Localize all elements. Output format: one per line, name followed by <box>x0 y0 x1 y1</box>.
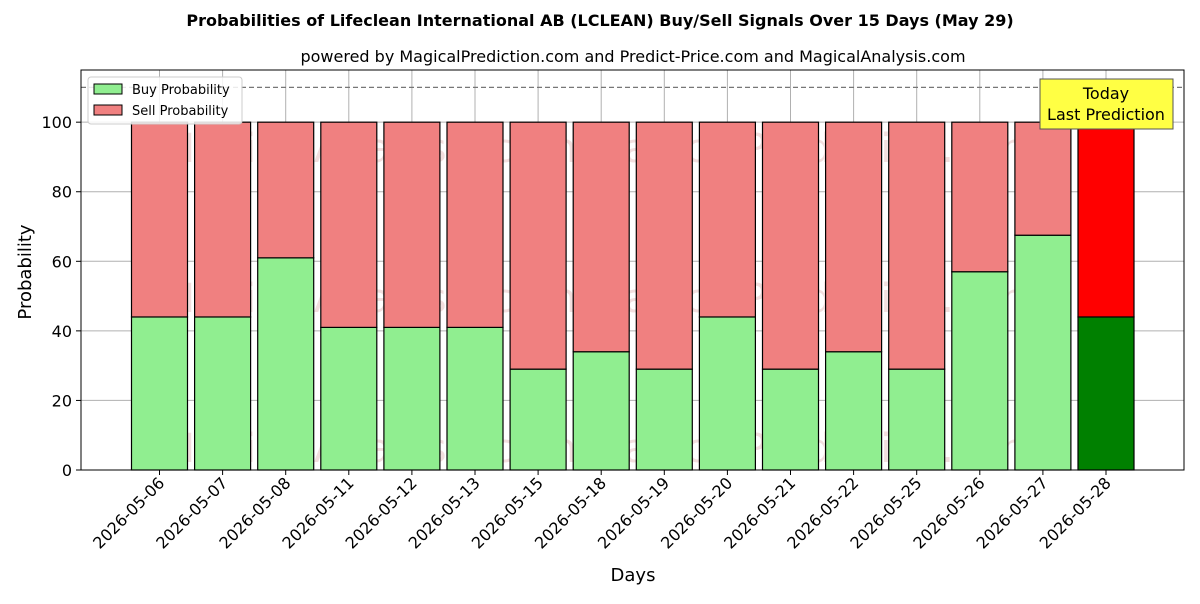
legend-swatch <box>93 104 123 116</box>
plot-frame <box>80 69 1185 471</box>
buy-bar <box>572 351 630 471</box>
bar-layer <box>130 121 1135 471</box>
buy-bar <box>951 271 1009 471</box>
y-tick-label: 100 <box>41 113 72 132</box>
annotation-line2: Last Prediction <box>1047 105 1165 124</box>
sell-bar <box>761 121 820 370</box>
chart-title: Probabilities of Lifeclean International… <box>186 11 1013 30</box>
x-axis: 2026-05-062026-05-072026-05-082026-05-11… <box>89 470 1115 553</box>
y-tick-label: 20 <box>52 391 72 410</box>
buy-bar <box>320 326 378 471</box>
sell-bar <box>446 121 504 328</box>
y-tick-label: 80 <box>52 183 72 202</box>
buy-bar <box>824 351 883 471</box>
buy-bar <box>1014 234 1072 471</box>
buy-bar <box>888 368 946 471</box>
legend-box <box>87 76 243 125</box>
sell-bar <box>257 121 315 259</box>
legend: Buy Probability Sell Probability <box>87 76 243 125</box>
y-tick-label: 40 <box>52 322 72 341</box>
buy-bar <box>194 316 252 471</box>
sell-bar <box>1014 121 1072 236</box>
today-annotation: Today Last Prediction <box>1039 78 1174 130</box>
legend-label: Sell Probability <box>132 104 229 119</box>
y-tick-label: 60 <box>52 252 72 271</box>
sell-bar <box>509 121 567 370</box>
y-axis-label: Probability <box>15 224 36 319</box>
buy-bar <box>698 316 757 471</box>
legend-label: Buy Probability <box>132 83 230 98</box>
buy-bar <box>130 316 189 471</box>
buy-bar <box>635 368 693 471</box>
y-axis: 0 20 40 60 80 100 <box>41 113 81 480</box>
annotation-box <box>1039 78 1174 130</box>
sell-bar <box>130 121 189 318</box>
legend-swatch <box>93 83 123 95</box>
y-tick-label: 0 <box>62 461 72 480</box>
sell-bar <box>1077 121 1135 318</box>
x-axis-label: Days <box>611 565 656 586</box>
chart-subtitle: powered by MagicalPrediction.com and Pre… <box>300 47 965 66</box>
buy-bar <box>1077 316 1135 471</box>
sell-bar <box>572 121 630 353</box>
buy-bar <box>257 257 315 471</box>
sell-bar <box>635 121 693 370</box>
buy-bar <box>383 326 441 471</box>
sell-bar <box>951 121 1009 273</box>
annotation-line1: Today <box>1082 84 1129 103</box>
sell-bar <box>824 121 883 353</box>
buy-bar <box>761 368 820 471</box>
sell-bar <box>698 121 757 318</box>
sell-bar <box>194 121 252 318</box>
sell-bar <box>888 121 946 370</box>
sell-bar <box>383 121 441 328</box>
buy-bar <box>509 368 567 471</box>
buy-bar <box>446 326 504 471</box>
sell-bar <box>320 121 378 328</box>
